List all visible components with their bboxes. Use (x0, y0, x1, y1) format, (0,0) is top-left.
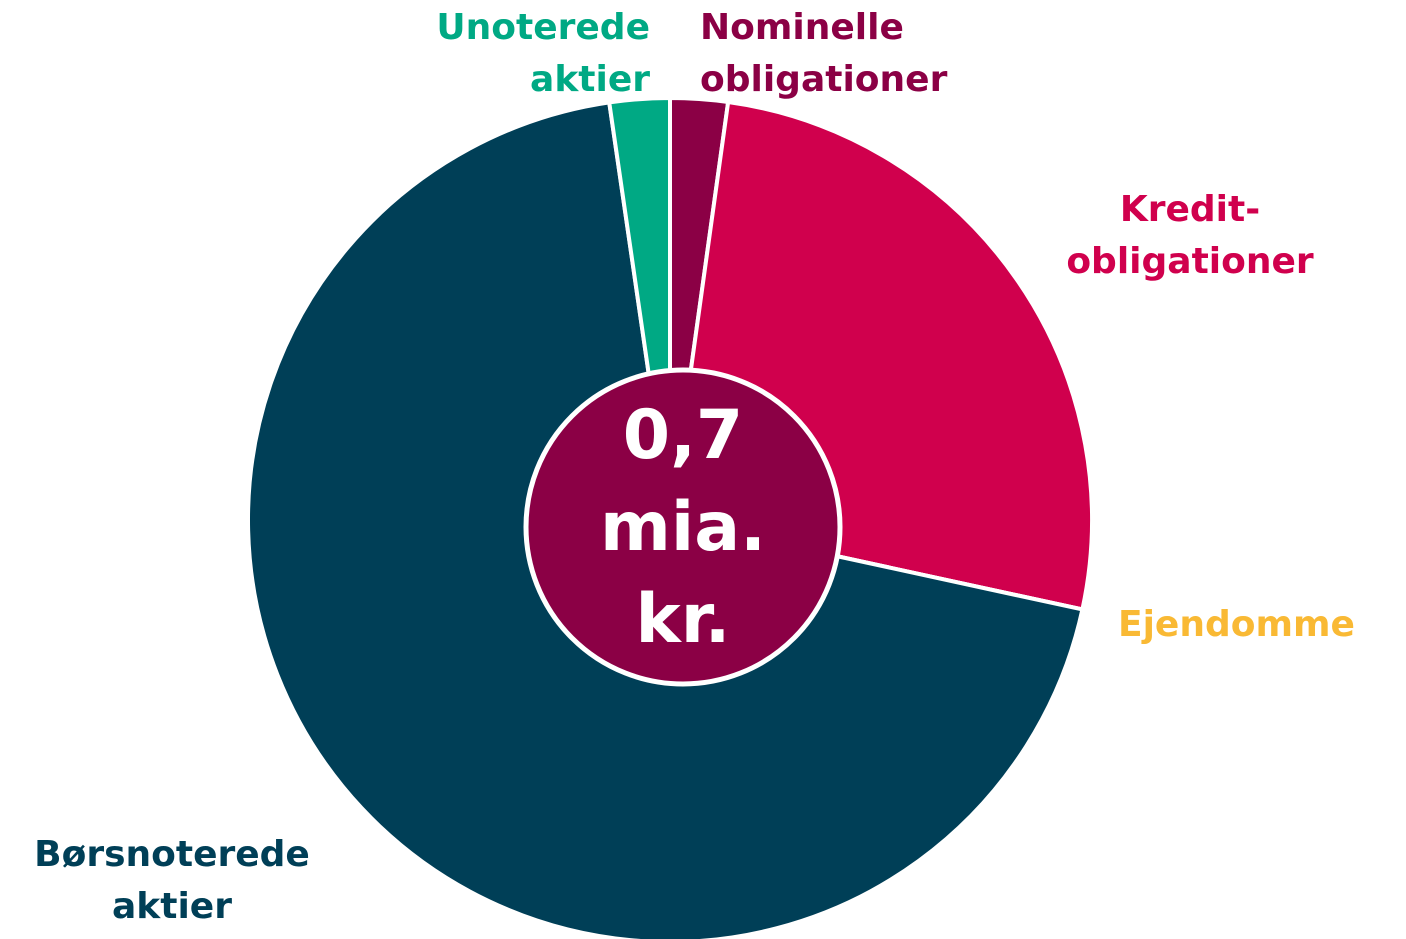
slice-label: Unoterede aktier (436, 7, 650, 100)
slice-label: Ejendomme (1118, 604, 1355, 645)
slice-label: Kredit-obligationer (1066, 189, 1314, 282)
center-label: 0,7 mia. kr. (600, 396, 766, 659)
slice-label: Børsnoterede aktier (34, 834, 310, 927)
center-circle (523, 367, 843, 687)
slice-label: Nominelle obligationer (700, 7, 948, 100)
